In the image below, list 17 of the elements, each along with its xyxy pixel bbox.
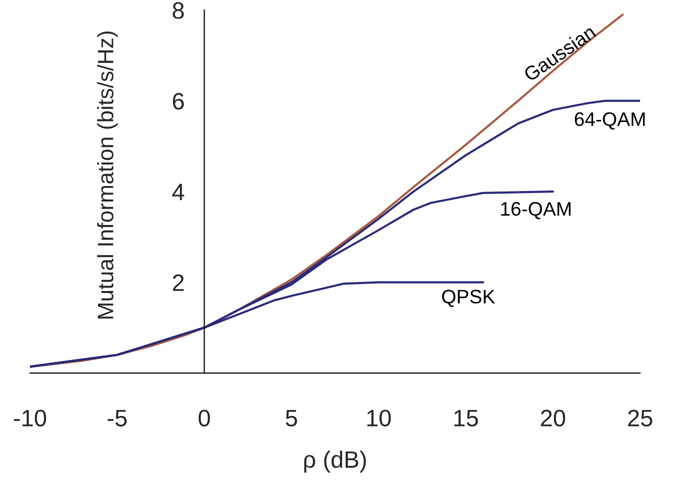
series-label: QPSK (442, 290, 495, 307)
y-tick-label: 4 (172, 184, 184, 200)
y-tick-label: 8 (172, 2, 184, 19)
x-tick-label: 25 (628, 410, 652, 426)
x-tick-label: -10 (14, 410, 46, 426)
series-label: 16-QAM (501, 202, 571, 220)
x-tick-label: 10 (367, 410, 391, 426)
x-tick-label: 20 (540, 410, 566, 426)
y-axis-title: Mutual Information (bits/s/Hz) (97, 31, 118, 318)
series-label: 64-QAM (574, 112, 645, 130)
x-axis-title: ρ (dB) (304, 450, 366, 473)
x-tick-label: 5 (286, 410, 298, 426)
x-tick-label: 15 (454, 410, 478, 426)
x-tick-label: 0 (198, 410, 210, 426)
y-tick-label: 2 (172, 274, 184, 291)
x-tick-label: -5 (108, 410, 127, 426)
y-tick-label: 6 (172, 92, 184, 110)
